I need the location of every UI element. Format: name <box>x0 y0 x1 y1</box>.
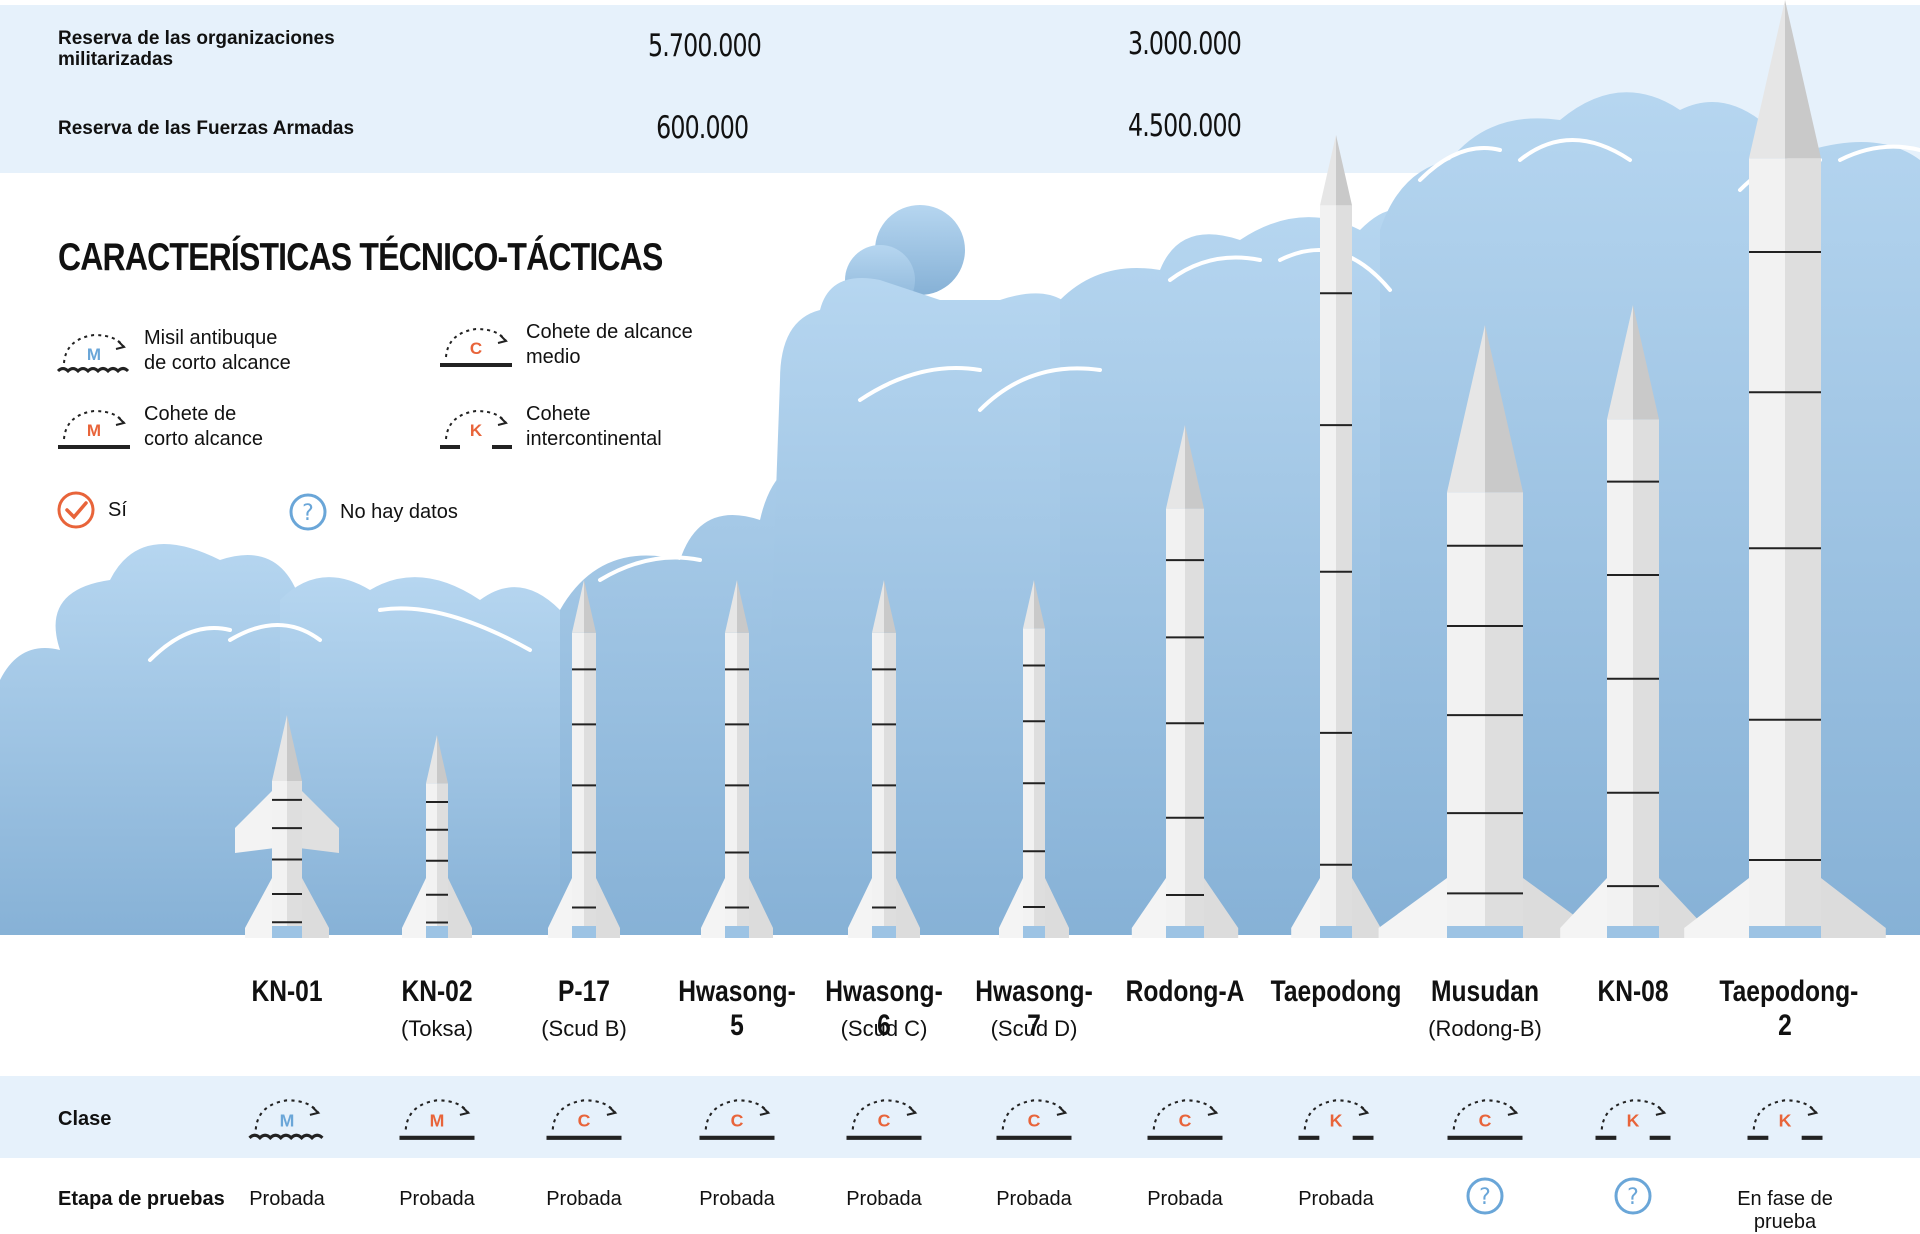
reserve-value: 5.700.000 <box>647 28 762 64</box>
cloud-highlights <box>148 138 1920 662</box>
class-badge-icon: C <box>846 1099 922 1140</box>
reserve-value: 4.500.000 <box>1127 108 1242 144</box>
missile-hwasong-5 <box>701 580 773 938</box>
testing-stage-value: Probada <box>846 1188 922 1210</box>
class-band <box>0 1076 1920 1158</box>
section-title: CARACTERÍSTICAS TÉCNICO-TÁCTICAS <box>58 236 663 279</box>
missile-musudan <box>1378 325 1592 938</box>
testing-stage-value: Probada <box>699 1188 775 1210</box>
svg-text:M: M <box>430 1110 445 1130</box>
missile-subname: (Scud D) <box>990 1016 1078 1041</box>
badge-icon-m-waves: M <box>56 333 130 374</box>
badge-icon-c: C <box>440 327 512 367</box>
missile-subname: (Scud B) <box>541 1016 627 1041</box>
missile-taepodong <box>1291 135 1381 938</box>
missile-name: KN-02 <box>401 975 473 1008</box>
class-badge-icon: C <box>1447 1099 1523 1140</box>
question-circle-icon: ? <box>1466 1177 1504 1215</box>
testing-stage-value: Probada <box>399 1188 475 1210</box>
class-badge-icon: M <box>399 1099 475 1140</box>
missile-name: Rodong-A <box>1125 975 1245 1008</box>
question-circle-icon: ? <box>1614 1177 1652 1215</box>
testing-stage-value: Probada <box>249 1188 325 1210</box>
legend-text: Sí <box>108 498 127 521</box>
svg-text:K: K <box>470 421 483 440</box>
missile-kn-02 <box>402 735 472 938</box>
reserve-value: 600.000 <box>656 110 749 146</box>
missile-kn-08 <box>1560 305 1706 938</box>
testing-stage-value: En fase de prueba <box>1737 1188 1833 1233</box>
missile-subname: (Toksa) <box>400 1016 474 1041</box>
svg-text:C: C <box>1179 1110 1192 1130</box>
missile-name: Musudan <box>1431 975 1539 1008</box>
legend-text: Cohete intercontinental <box>526 403 662 450</box>
testing-stage-value: Probada <box>1298 1188 1374 1210</box>
legend-item-antiship: M Misil antibuque de corto alcance <box>56 326 291 376</box>
badge-icon-k: K <box>440 409 512 449</box>
svg-text:?: ? <box>302 501 314 526</box>
svg-text:?: ? <box>1627 1185 1639 1210</box>
missile-taepodong-2 <box>1684 0 1886 938</box>
class-badge-icon: C <box>996 1099 1072 1140</box>
missile-name: Hwasong-7 <box>975 975 1093 1042</box>
svg-text:K: K <box>1779 1110 1792 1130</box>
legend-item-yes: Sí <box>56 490 127 530</box>
missile-name: Hwasong-5 <box>678 975 796 1042</box>
missile-kn-01 <box>235 715 339 938</box>
missile-name: Taepodong-2 <box>1719 975 1859 1042</box>
testing-stage-value: Probada <box>996 1188 1072 1210</box>
svg-text:C: C <box>878 1110 891 1130</box>
svg-text:M: M <box>280 1110 295 1130</box>
svg-text:C: C <box>731 1110 744 1130</box>
testing-stage-value: Probada <box>546 1188 622 1210</box>
missile-scene <box>0 0 1920 940</box>
class-badge-icon: C <box>1147 1099 1223 1140</box>
class-badge-icon: K <box>1595 1099 1671 1140</box>
legend-text: Misil antibuque de corto alcance <box>144 327 291 374</box>
legend-item-intercontinental: K Cohete intercontinental <box>438 402 662 452</box>
missile-name: Hwasong-6 <box>825 975 943 1042</box>
missile-subname: (Scud C) <box>840 1016 928 1041</box>
svg-text:K: K <box>1627 1110 1640 1130</box>
missile-hwasong-7 <box>999 580 1069 938</box>
reserve-label-1: Reserva de las organizaciones militarizad… <box>58 28 335 70</box>
svg-text:C: C <box>1479 1110 1492 1130</box>
missile-rodong-a <box>1131 425 1239 938</box>
class-badge-icon: C <box>546 1099 622 1140</box>
missile-name: KN-08 <box>1597 975 1669 1008</box>
svg-text:C: C <box>470 339 482 358</box>
check-circle-icon <box>57 491 95 529</box>
class-badge-icon: M <box>248 1099 324 1141</box>
missile-name: P-17 <box>558 975 610 1008</box>
svg-text:C: C <box>1028 1110 1041 1130</box>
class-row-label: Clase <box>58 1108 112 1130</box>
legend-item-short-range: M Cohete de corto alcance <box>56 402 263 452</box>
missile-name: KN-01 <box>251 975 323 1008</box>
class-badge-icon: K <box>1747 1099 1823 1140</box>
reserve-label-2: Reserva de las Fuerzas Armadas <box>58 118 355 139</box>
svg-text:K: K <box>1330 1110 1343 1130</box>
svg-text:M: M <box>87 345 101 364</box>
missile-subname: (Rodong-B) <box>1428 1016 1542 1041</box>
svg-text:C: C <box>578 1110 591 1130</box>
testing-row-label: Etapa de pruebas <box>58 1188 225 1210</box>
legend-text: No hay datos <box>340 500 458 523</box>
legend-text: Cohete de corto alcance <box>144 403 263 450</box>
legend-item-nodata: ? No hay datos <box>288 492 458 532</box>
question-circle-icon: ? <box>289 493 327 531</box>
missile-p-17 <box>548 580 620 938</box>
svg-text:?: ? <box>1479 1185 1491 1210</box>
legend-text: Cohete de alcance medio <box>526 321 693 368</box>
class-badge-icon: K <box>1298 1099 1374 1140</box>
reserve-value: 3.000.000 <box>1127 26 1242 62</box>
badge-icon-m-line: M <box>58 409 130 449</box>
missile-hwasong-6 <box>848 580 920 938</box>
missile-name: Taepodong <box>1270 975 1402 1008</box>
svg-text:M: M <box>87 421 101 440</box>
testing-stage-value: Probada <box>1147 1188 1223 1210</box>
class-badge-icon: C <box>699 1099 775 1140</box>
legend-item-medium-range: C Cohete de alcance medio <box>438 320 693 370</box>
